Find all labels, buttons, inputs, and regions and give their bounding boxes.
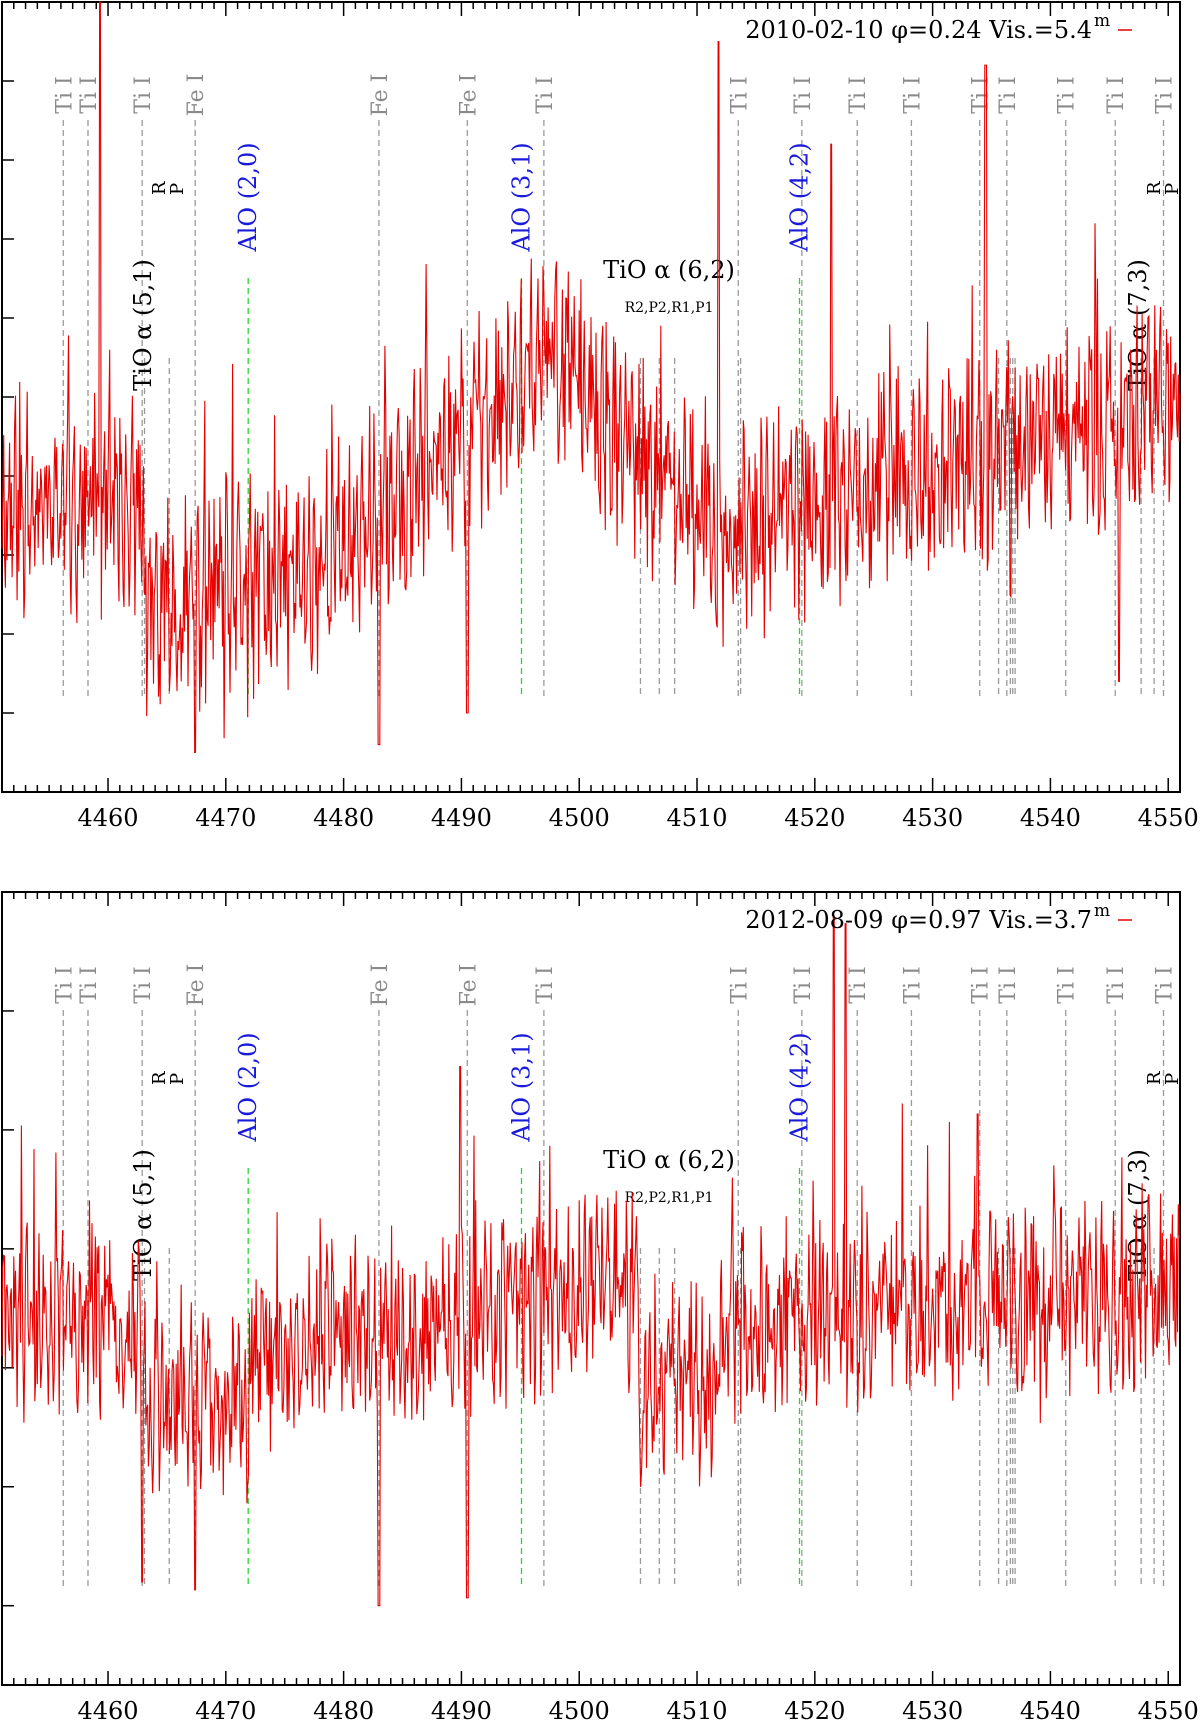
tio-branch-lower: P bbox=[167, 183, 188, 195]
atomic-line-label: Ti I bbox=[900, 966, 925, 1003]
atomic-line-label: Ti I bbox=[969, 966, 994, 1003]
tio-band-label: TiO α (6,2) bbox=[603, 256, 735, 284]
atomic-line-label: Ti I bbox=[52, 76, 77, 113]
tio-branch-sublabel: R2,P2,R1,P1 bbox=[625, 300, 714, 316]
tio-branch-upper: R bbox=[149, 181, 170, 195]
legend-superscript: m bbox=[1094, 11, 1110, 31]
atomic-line-label: Ti I bbox=[846, 966, 871, 1003]
tio-branch-sublabel: R2,P2,R1,P1 bbox=[625, 1190, 714, 1206]
alo-band-label: AlO (4,2) bbox=[786, 1032, 814, 1142]
tio-band-label: TiO α (6,2) bbox=[603, 1146, 735, 1174]
atomic-line-label: Ti I bbox=[1104, 76, 1129, 113]
tio-branch-upper: R bbox=[149, 1071, 170, 1085]
tio-branch-lower: P bbox=[1162, 183, 1183, 195]
x-tick-label: 4550 bbox=[1138, 804, 1199, 832]
bottom-spectrum-panel: 4460 4470 4480 4490 4500 4510 4520 4530 4540 4550… bbox=[1, 891, 1199, 1723]
atomic-line-label: Ti I bbox=[996, 966, 1021, 1003]
legend-superscript: m bbox=[1094, 901, 1110, 921]
atomic-line-label: Ti I bbox=[727, 966, 752, 1003]
x-tick-label: 4490 bbox=[431, 1697, 492, 1723]
alo-band-label: AlO (2,0) bbox=[234, 142, 262, 252]
atomic-line-label: Fe I bbox=[368, 74, 393, 117]
x-tick-label: 4520 bbox=[784, 804, 845, 832]
alo-band-label: AlO (2,0) bbox=[234, 1032, 262, 1142]
atomic-line-label: Fe I bbox=[184, 964, 209, 1007]
x-tick-label: 4500 bbox=[549, 804, 610, 832]
legend-label: 2010-02-10 φ=0.24 Vis.=5.4 bbox=[745, 16, 1092, 44]
atomic-line-label: Ti I bbox=[791, 966, 816, 1003]
x-tick-label: 4530 bbox=[902, 804, 963, 832]
x-tick-label: 4530 bbox=[902, 1697, 963, 1723]
atomic-line-label: Ti I bbox=[1055, 966, 1080, 1003]
atomic-line-label: Ti I bbox=[1153, 76, 1178, 113]
atomic-line-label: Fe I bbox=[184, 74, 209, 117]
atomic-line-label: Ti I bbox=[52, 966, 77, 1003]
x-tick-label: 4540 bbox=[1020, 1697, 1081, 1723]
atomic-line-label: Ti I bbox=[900, 76, 925, 113]
alo-band-label: AlO (4,2) bbox=[786, 142, 814, 252]
tio-band-label: TiO α (5,1) bbox=[129, 1149, 157, 1281]
atomic-line-label: Ti I bbox=[77, 966, 102, 1003]
atomic-line-label: Ti I bbox=[1104, 966, 1129, 1003]
x-tick-label: 4520 bbox=[784, 1697, 845, 1723]
atomic-line-label: Fe I bbox=[368, 964, 393, 1007]
x-tick-label: 4510 bbox=[666, 804, 727, 832]
spectrum-series-line bbox=[1, 915, 1181, 1607]
tio-branch-lower: P bbox=[1162, 1073, 1183, 1085]
atomic-line-label: Fe I bbox=[456, 74, 481, 117]
plot-frame bbox=[1, 1, 1181, 793]
tio-branch-upper: R bbox=[1144, 181, 1165, 195]
atomic-line-label: Ti I bbox=[791, 76, 816, 113]
legend-label: 2012-08-09 φ=0.97 Vis.=3.7 bbox=[745, 906, 1092, 934]
atomic-line-label: Ti I bbox=[727, 76, 752, 113]
x-tick-label: 4460 bbox=[77, 1697, 138, 1723]
atomic-line-label: Ti I bbox=[533, 76, 558, 113]
atomic-line-label: Ti I bbox=[131, 966, 156, 1003]
x-tick-label: 4460 bbox=[77, 804, 138, 832]
spectrum-series-line bbox=[1, 1, 1181, 754]
tio-branch-upper: R bbox=[1144, 1071, 1165, 1085]
x-tick-label: 4500 bbox=[549, 1697, 610, 1723]
atomic-line-label: Ti I bbox=[1055, 76, 1080, 113]
atomic-line-label: Ti I bbox=[77, 76, 102, 113]
top-spectrum-panel: 4460 4470 4480 4490 4500 4510 4520 4530 4540 4550… bbox=[1, 1, 1199, 832]
x-tick-label: 4510 bbox=[666, 1697, 727, 1723]
x-tick-label: 4470 bbox=[195, 1697, 256, 1723]
tio-branch-lower: P bbox=[167, 1073, 188, 1085]
x-tick-label: 4550 bbox=[1138, 1697, 1199, 1723]
alo-band-label: AlO (3,1) bbox=[507, 1032, 535, 1142]
alo-band-label: AlO (3,1) bbox=[507, 142, 535, 252]
atomic-line-label: Ti I bbox=[996, 76, 1021, 113]
x-tick-label: 4480 bbox=[313, 1697, 374, 1723]
tio-band-label: TiO α (5,1) bbox=[129, 259, 157, 391]
atomic-line-label: Ti I bbox=[1153, 966, 1178, 1003]
x-tick-label: 4470 bbox=[195, 804, 256, 832]
x-tick-label: 4490 bbox=[431, 804, 492, 832]
atomic-line-label: Ti I bbox=[533, 966, 558, 1003]
atomic-line-label: Ti I bbox=[969, 76, 994, 113]
x-tick-label: 4480 bbox=[313, 804, 374, 832]
x-tick-label: 4540 bbox=[1020, 804, 1081, 832]
atomic-line-label: Ti I bbox=[131, 76, 156, 113]
atomic-line-label: Ti I bbox=[846, 76, 871, 113]
atomic-line-label: Fe I bbox=[456, 964, 481, 1007]
